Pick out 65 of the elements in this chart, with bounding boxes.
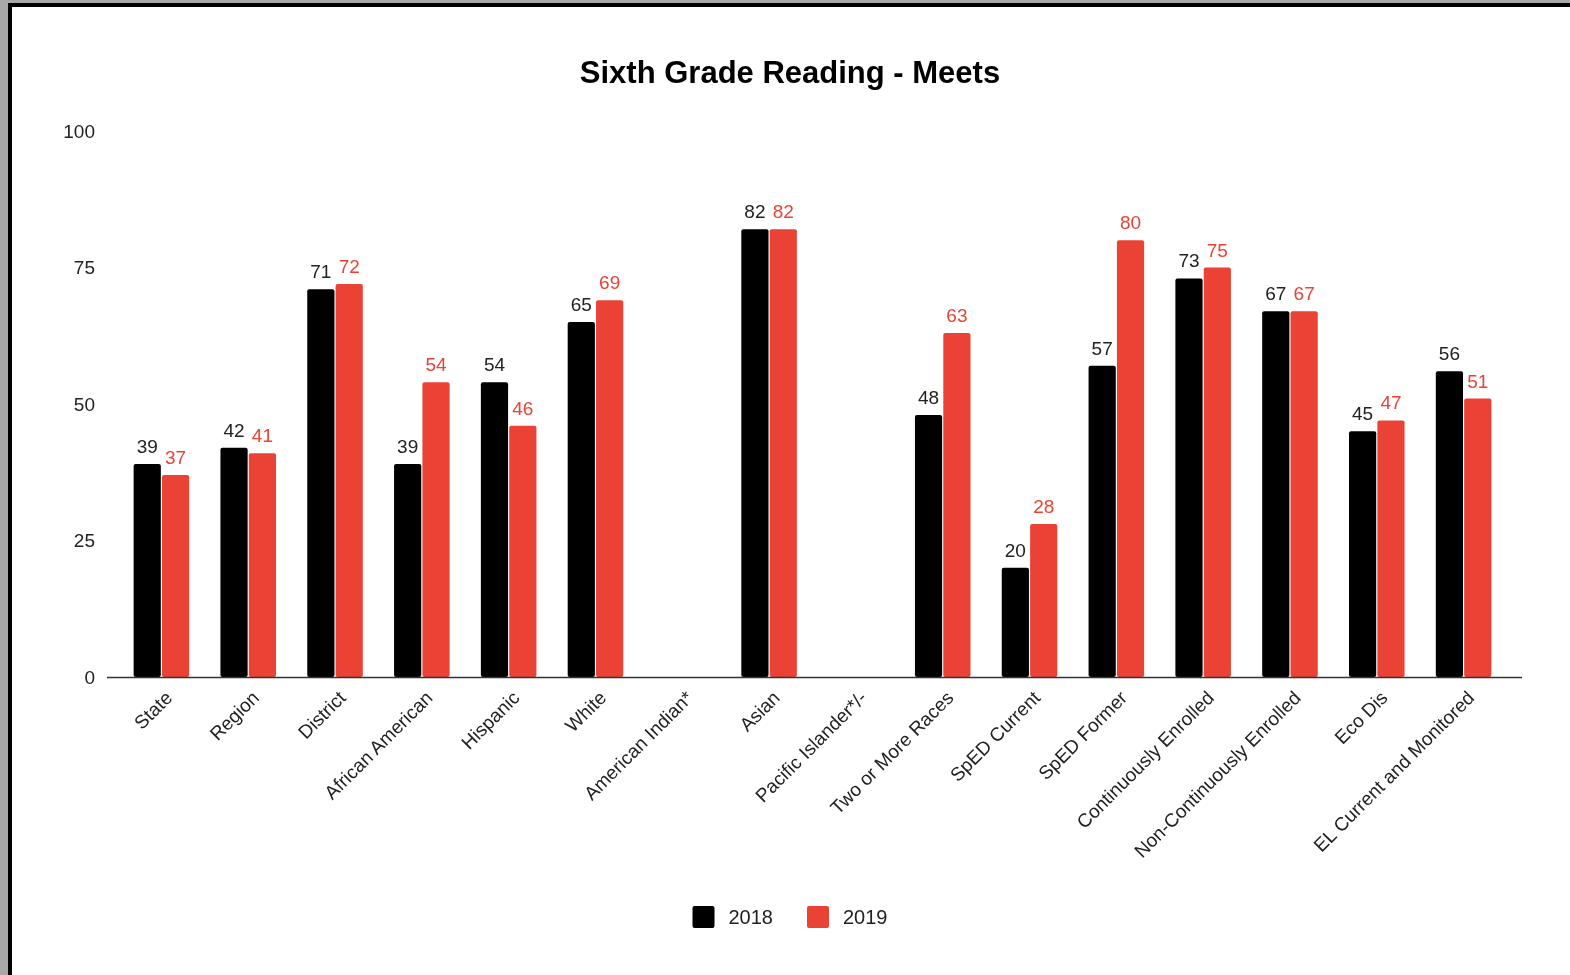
y-tick-label: 100	[63, 120, 95, 142]
bar	[248, 453, 276, 677]
data-label: 37	[165, 446, 187, 468]
bar	[1349, 431, 1377, 677]
bar	[394, 464, 422, 677]
bar	[1290, 311, 1318, 677]
bar	[1030, 524, 1058, 677]
data-label: 75	[1206, 239, 1228, 261]
data-label: 67	[1293, 283, 1315, 305]
data-label: 46	[512, 397, 534, 419]
x-tick-label: Eco Dis	[1330, 686, 1392, 749]
data-label: 67	[1265, 283, 1287, 305]
data-label: 69	[599, 272, 621, 294]
bar	[133, 464, 161, 677]
bar	[567, 322, 595, 677]
y-tick-label: 75	[73, 257, 95, 279]
bar	[1088, 365, 1116, 677]
bar	[1435, 371, 1464, 677]
data-label: 51	[1467, 370, 1489, 392]
data-label: 48	[917, 386, 940, 408]
legend-label: 2018	[728, 906, 773, 928]
data-label: 42	[223, 419, 245, 441]
bar	[741, 229, 769, 677]
y-tick-label: 25	[73, 530, 95, 552]
bar	[161, 474, 190, 677]
data-label: 63	[946, 305, 968, 327]
data-label: 20	[1004, 539, 1026, 561]
data-label: 39	[136, 436, 158, 458]
bar	[769, 229, 797, 677]
bar	[1203, 267, 1231, 677]
y-tick-label: 0	[84, 666, 95, 688]
bar	[596, 300, 624, 677]
data-label: 72	[338, 255, 360, 277]
data-label: 45	[1352, 403, 1374, 425]
bar	[335, 283, 363, 677]
bar	[509, 425, 537, 677]
legend-label: 2019	[843, 906, 888, 928]
data-label: 54	[425, 354, 448, 376]
data-label: 57	[1091, 337, 1113, 359]
data-label: 56	[1438, 343, 1460, 365]
data-label: 82	[772, 201, 794, 223]
data-label: 28	[1033, 496, 1055, 518]
data-label: 47	[1380, 392, 1402, 414]
bar	[307, 289, 335, 677]
bar	[422, 382, 450, 677]
data-label: 65	[570, 294, 592, 316]
bar	[943, 333, 971, 677]
bar	[1377, 420, 1405, 677]
bar	[220, 447, 248, 677]
data-label: 41	[251, 425, 273, 447]
data-label: 71	[310, 261, 332, 283]
y-tick-label: 50	[73, 393, 95, 415]
bar	[914, 414, 943, 677]
bar	[1001, 567, 1029, 677]
bar	[1262, 311, 1290, 677]
chart-title: Sixth Grade Reading - Meets	[579, 55, 1001, 90]
bar	[1175, 278, 1203, 677]
data-label: 39	[397, 436, 419, 458]
bar	[1464, 398, 1492, 677]
bar	[1116, 240, 1145, 677]
data-label: 82	[744, 201, 766, 223]
data-label: 54	[483, 354, 506, 376]
data-label: 80	[1119, 212, 1142, 234]
data-label: 73	[1178, 250, 1200, 272]
bar	[480, 382, 509, 677]
